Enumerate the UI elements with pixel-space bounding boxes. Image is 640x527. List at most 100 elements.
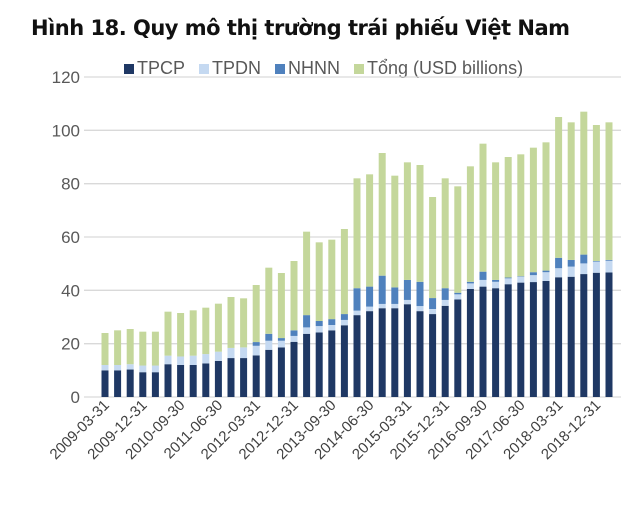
bar-tpcp: [454, 299, 462, 397]
legend-item: TPDN: [199, 58, 261, 79]
y-tick-label: 20: [61, 335, 80, 354]
bar-total: [366, 174, 374, 287]
bar-total: [542, 142, 550, 271]
bar-tpdn: [580, 263, 588, 275]
bar-total: [101, 333, 109, 365]
bar-total: [303, 231, 311, 316]
bar-total: [403, 162, 411, 280]
bar-tpdn: [416, 306, 424, 312]
legend-label: TPDN: [212, 58, 262, 78]
bar-total: [567, 122, 575, 260]
bar-tpdn: [114, 365, 122, 371]
bar-nhnn: [416, 281, 424, 307]
bar-total: [177, 313, 185, 357]
bar-nhnn: [290, 330, 298, 336]
legend-swatch: [199, 63, 210, 74]
chart-title: Hình 18. Quy mô thị trường trái phiếu Vi…: [31, 16, 570, 40]
bar-tpcp: [378, 308, 386, 397]
bar-tpdn: [277, 340, 285, 348]
bar-tpcp: [479, 286, 487, 397]
bar-tpcp: [504, 284, 512, 397]
bar-tpcp: [441, 305, 449, 397]
bar-tpdn: [315, 326, 323, 333]
bar-nhnn: [328, 319, 336, 325]
bar-total: [126, 329, 134, 365]
bar-nhnn: [378, 275, 386, 304]
bar-tpcp: [605, 272, 613, 397]
bar-tpdn: [592, 261, 600, 273]
bar-nhnn: [529, 272, 537, 276]
y-tick-label: 0: [71, 388, 80, 407]
bar-total: [340, 229, 348, 315]
bar-nhnn: [454, 292, 462, 295]
legend-item: NHNN: [275, 58, 340, 79]
bar-total: [605, 122, 613, 260]
bar-tpdn: [567, 266, 575, 277]
bar-total: [580, 111, 588, 255]
bar-tpcp: [164, 364, 172, 397]
bar-tpcp: [214, 361, 222, 397]
bar-tpcp: [177, 365, 185, 397]
bar-tpcp: [580, 274, 588, 397]
bar-total: [517, 154, 525, 277]
bar-tpdn: [466, 283, 474, 289]
bar-nhnn: [429, 298, 437, 309]
bar-nhnn: [353, 288, 361, 311]
bar-nhnn: [592, 261, 600, 262]
bar-tpdn: [479, 279, 487, 287]
bar-total: [454, 186, 462, 293]
bar-nhnn: [340, 314, 348, 320]
bar-tpdn: [529, 275, 537, 283]
bar-total: [227, 297, 235, 348]
bar-nhnn: [567, 259, 575, 267]
legend-swatch: [124, 63, 134, 74]
bar-total: [139, 331, 147, 366]
bar-nhnn: [252, 342, 260, 346]
bar-total: [164, 311, 172, 356]
bar-tpcp: [277, 347, 285, 397]
bar-total: [429, 197, 437, 299]
bar-tpcp: [529, 282, 537, 397]
bar-nhnn: [517, 276, 525, 277]
bar-tpcp: [151, 372, 159, 397]
bar-total: [151, 331, 159, 366]
bar-total: [353, 178, 361, 289]
bar-tpdn: [340, 319, 348, 326]
bar-total: [290, 261, 298, 331]
bar-tpcp: [391, 308, 399, 397]
bar-total: [378, 153, 386, 276]
bar-tpcp: [290, 341, 298, 397]
legend-swatch: [354, 63, 365, 74]
bar-total: [252, 285, 260, 343]
bar-total: [466, 166, 474, 282]
bar-tpdn: [214, 351, 222, 361]
bar-tpcp: [101, 370, 109, 397]
bar-tpcp: [429, 314, 437, 397]
bar-tpdn: [328, 325, 336, 331]
bar-total: [189, 310, 197, 356]
bar-tpcp: [517, 282, 525, 397]
bar-total: [479, 143, 487, 272]
bar-tpcp: [328, 330, 336, 397]
bar-total: [441, 178, 449, 289]
bar-tpdn: [139, 365, 147, 373]
bar-tpcp: [265, 349, 273, 397]
bar-tpdn: [353, 310, 361, 316]
bar-tpcp: [139, 372, 147, 397]
bar-tpdn: [151, 365, 159, 373]
legend-swatch: [275, 63, 286, 74]
legend-item: TPCP: [124, 58, 185, 79]
bar-total: [328, 239, 336, 320]
bar-tpdn: [391, 303, 399, 309]
bar-tpcp: [315, 332, 323, 397]
bar-nhnn: [277, 338, 285, 341]
y-tick-label: 100: [52, 121, 80, 140]
bar-tpcp: [252, 355, 260, 397]
bar-tpcp: [366, 311, 374, 397]
bar-nhnn: [315, 321, 323, 327]
bar-tpdn: [164, 355, 172, 365]
bar-tpdn: [101, 365, 109, 371]
bar-tpdn: [492, 281, 500, 289]
bar-nhnn: [492, 279, 500, 282]
bar-tpdn: [378, 303, 386, 309]
